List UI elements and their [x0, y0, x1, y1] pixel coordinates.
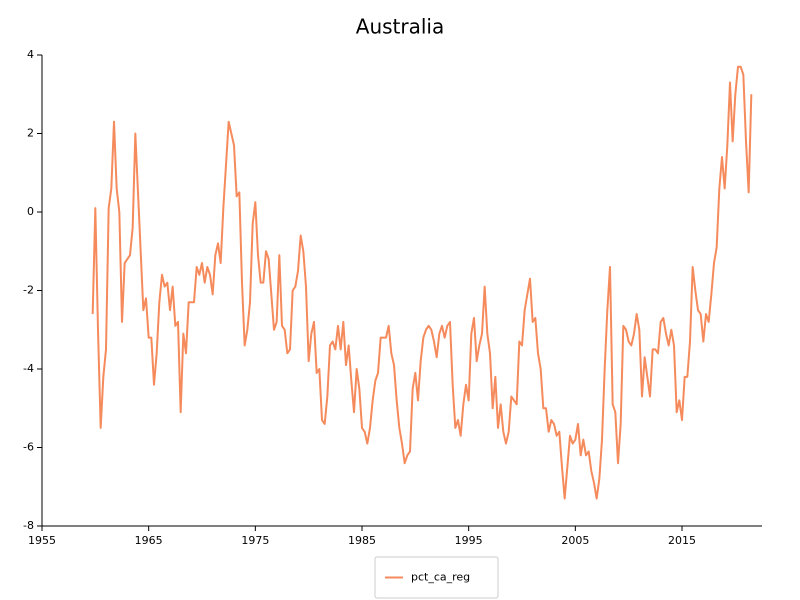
y-tick-label: -2 — [23, 284, 34, 297]
legend-label: pct_ca_reg — [411, 571, 470, 584]
x-tick-label: 2015 — [668, 534, 696, 547]
y-tick-label: -6 — [23, 441, 34, 454]
x-tick-label: 1955 — [28, 534, 56, 547]
x-tick-label: 1995 — [455, 534, 483, 547]
chart-title: Australia — [356, 15, 444, 39]
y-tick-label: -8 — [23, 519, 34, 532]
y-tick-label: 0 — [27, 205, 34, 218]
legend-box — [374, 556, 499, 599]
series-line — [91, 65, 753, 500]
x-tick-label: 1965 — [135, 534, 163, 547]
y-tick-label: 2 — [27, 127, 34, 140]
y-tick-label: -4 — [23, 362, 34, 375]
x-tick-label: 1975 — [241, 534, 269, 547]
x-tick-label: 2005 — [561, 534, 589, 547]
y-tick-label: 4 — [27, 48, 34, 61]
x-tick-label: 1985 — [348, 534, 376, 547]
